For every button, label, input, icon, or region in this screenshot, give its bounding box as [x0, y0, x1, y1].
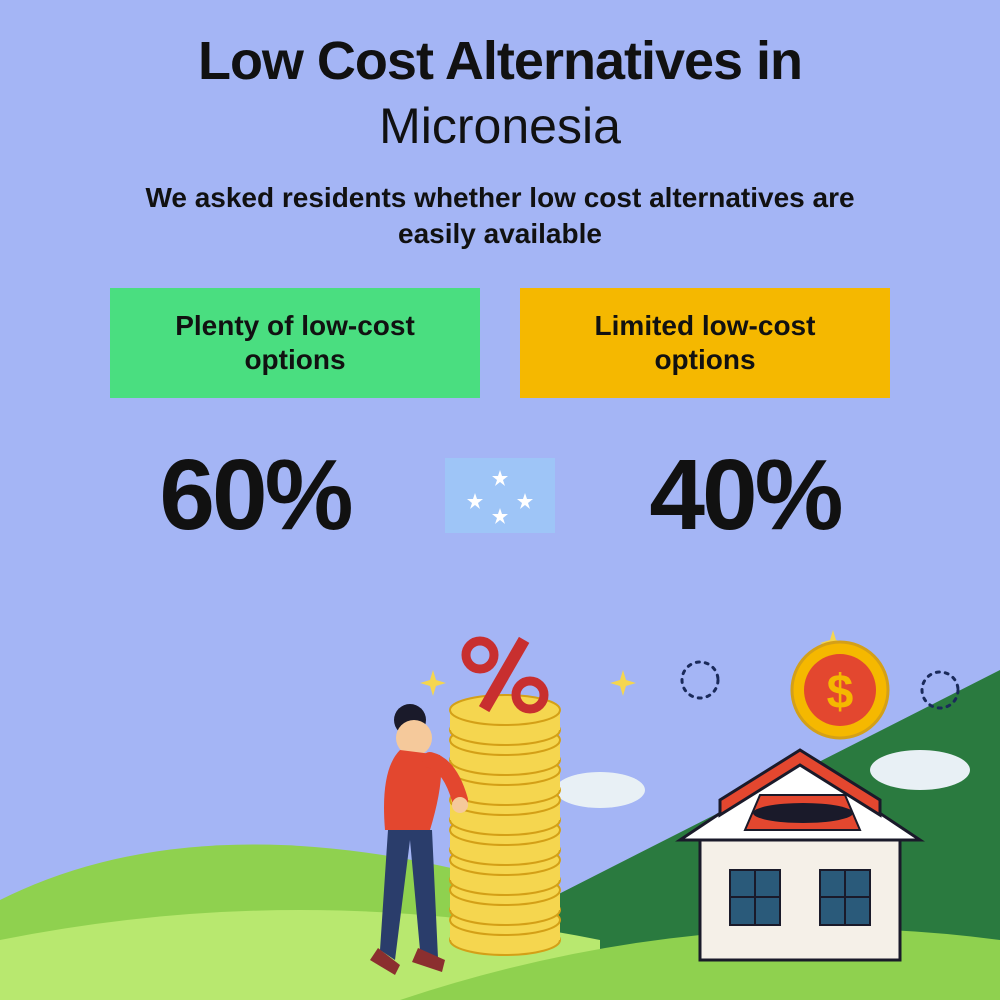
options-row: Plenty of low-cost options Limited low-c…: [0, 288, 1000, 398]
stats-row: 60% 40%: [0, 438, 1000, 553]
flag-micronesia: [445, 458, 555, 533]
subtitle: We asked residents whether low cost alte…: [140, 180, 860, 253]
stat-right: 40%: [605, 438, 885, 553]
title-line-1: Low Cost Alternatives in: [0, 0, 1000, 92]
coin-stack-icon: [450, 695, 560, 955]
dollar-coin-icon: $: [792, 642, 888, 738]
option-left-box: Plenty of low-cost options: [110, 288, 480, 398]
illustration-scene: $: [0, 620, 1000, 1000]
svg-text:$: $: [827, 666, 854, 719]
option-right-box: Limited low-cost options: [520, 288, 890, 398]
stat-left: 60%: [115, 438, 395, 553]
title-region: Micronesia: [0, 97, 1000, 155]
